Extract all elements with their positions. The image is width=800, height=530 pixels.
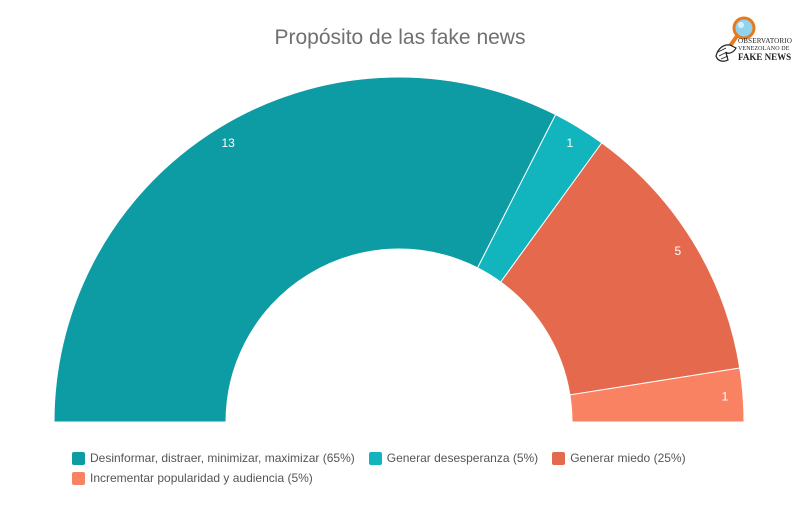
chart-legend: Desinformar, distraer, minimizar, maximi… (72, 448, 772, 488)
legend-percent: (5%) (287, 471, 313, 485)
legend-percent: (65%) (322, 451, 355, 465)
slice-2[interactable] (499, 142, 741, 396)
legend-row-2: Incrementar popularidad y audiencia (5%) (72, 468, 772, 488)
chart-slices (53, 76, 745, 423)
logo-line-2: VENEZOLANO DE (738, 46, 790, 52)
legend-swatch (368, 451, 382, 465)
legend-item-popularidad[interactable]: Incrementar popularidad y audiencia (5%) (72, 471, 313, 485)
legend-swatch (72, 451, 85, 465)
legend-label: Incrementar popularidad y audiencia (90, 471, 285, 485)
slice-value-label-1: 1 (567, 136, 574, 150)
legend-percent: (25%) (653, 451, 686, 465)
slice-value-label-2: 5 (674, 244, 681, 258)
slice-value-label-3: 1 (722, 389, 729, 403)
chart-title: Propósito de las fake news (274, 26, 526, 49)
slice-3[interactable] (569, 367, 745, 423)
legend-swatch (552, 451, 566, 465)
legend-label: Generar miedo (570, 451, 651, 465)
slice-value-label-0: 13 (221, 136, 235, 150)
legend-percent: (5%) (512, 451, 539, 465)
legend-item-desinformar[interactable]: Desinformar, distraer, minimizar, maximi… (72, 451, 355, 465)
magnifying-glass-hand-icon (715, 16, 756, 62)
legend-label: Desinformar, distraer, minimizar, maximi… (90, 451, 320, 465)
logo-line-1: OBSERVATORIO (738, 37, 793, 45)
chart-slice-labels: 13 1 5 1 (221, 136, 728, 403)
legend-item-miedo[interactable]: Generar miedo (25%) (552, 451, 686, 465)
logo-line-3: FAKE NEWS (738, 52, 792, 62)
legend-swatch (72, 471, 85, 485)
legend-label: Generar desesperanza (386, 451, 510, 465)
slice-0[interactable] (53, 76, 557, 423)
legend-item-desesperanza[interactable]: Generar desesperanza (5%) (368, 451, 539, 465)
legend-row-1: Desinformar, distraer, minimizar, maximi… (72, 448, 772, 468)
